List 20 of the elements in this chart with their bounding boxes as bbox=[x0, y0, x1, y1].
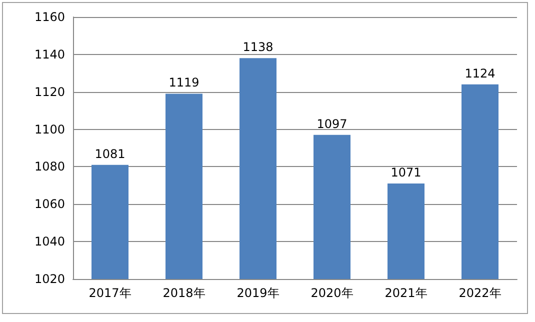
data-label: 1124 bbox=[464, 66, 496, 80]
y-tick-label: 1160 bbox=[34, 10, 65, 24]
y-tick-label: 1080 bbox=[34, 160, 65, 174]
x-tick-label: 2019年 bbox=[236, 286, 280, 300]
y-tick-label: 1140 bbox=[34, 47, 65, 62]
x-tick-label: 2021年 bbox=[384, 286, 428, 300]
y-tick-label: 1100 bbox=[34, 122, 65, 136]
data-label: 1071 bbox=[390, 166, 422, 180]
data-label: 1081 bbox=[94, 146, 126, 161]
x-tick-label: 2018年 bbox=[162, 286, 206, 300]
data-label: 1097 bbox=[316, 116, 348, 131]
y-tick-label: 1040 bbox=[34, 234, 65, 249]
x-tick-label: 2022年 bbox=[458, 286, 502, 300]
y-tick-label: 1060 bbox=[34, 197, 65, 212]
data-label: 1138 bbox=[242, 40, 274, 54]
x-tick-label: 2017年 bbox=[88, 286, 132, 300]
data-label: 1119 bbox=[168, 76, 200, 90]
y-tick-label: 1120 bbox=[34, 84, 65, 99]
x-tick-label: 2020年 bbox=[310, 286, 354, 300]
y-tick-label: 1020 bbox=[34, 272, 65, 286]
